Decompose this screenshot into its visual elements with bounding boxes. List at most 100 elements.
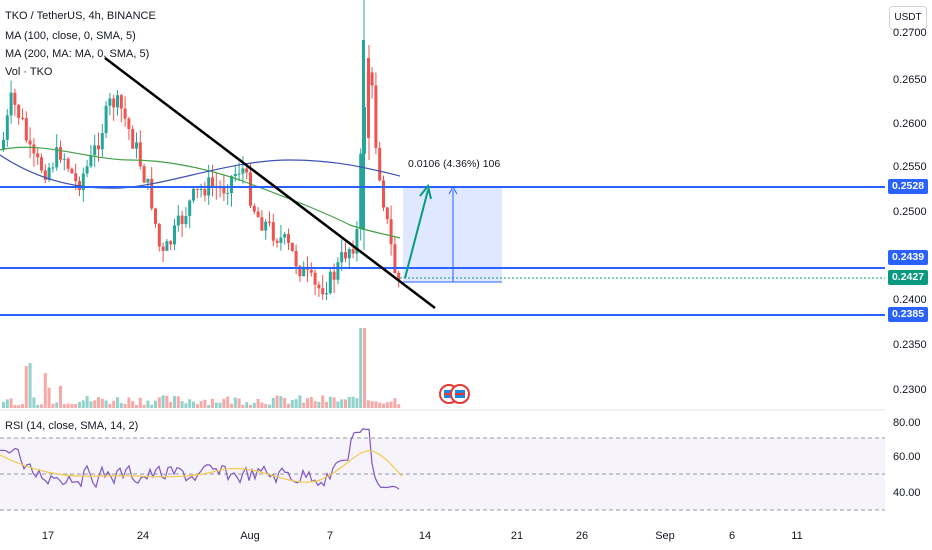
volume-bar [325, 401, 328, 408]
volume-bar [313, 401, 317, 408]
candle [70, 168, 74, 174]
volume-bar [332, 397, 336, 408]
volume-bar [397, 404, 401, 408]
volume-bar [192, 401, 195, 408]
volume-bar [249, 404, 252, 408]
time-tick: 21 [510, 530, 524, 542]
candle [370, 72, 374, 86]
price-tick: 0.2550 [893, 161, 927, 173]
candle [131, 129, 135, 149]
candle [351, 249, 355, 254]
candle [233, 173, 237, 177]
price-pane[interactable] [0, 0, 885, 411]
volume-bar [154, 400, 157, 408]
volume-bar [389, 401, 393, 408]
candle [362, 40, 365, 230]
volume-bar [268, 404, 271, 408]
candle [309, 269, 313, 273]
volume-bar [344, 399, 347, 408]
volume-bar [203, 399, 207, 408]
volume-bar [336, 401, 340, 408]
volume-bar [271, 397, 275, 408]
candle [328, 271, 332, 294]
candle [226, 193, 230, 195]
candle [260, 217, 264, 231]
candle [321, 288, 325, 295]
candle [249, 172, 252, 206]
candle [40, 157, 43, 171]
volume-bar [165, 395, 169, 408]
volume-bar [55, 402, 59, 408]
legend-ma200: MA (200, MA: MA, 0, SMA, 5) [5, 48, 150, 60]
rsi-legend: RSI (14, close, SMA, 14, 2) [5, 420, 139, 432]
candle [5, 115, 9, 140]
volume-bar [366, 400, 370, 408]
volume-bar [252, 402, 256, 408]
candle [199, 189, 203, 191]
volume-bar [28, 363, 32, 408]
volume-bar [184, 403, 188, 408]
time-tick: 11 [791, 530, 803, 542]
price-tick: 0.2650 [893, 74, 927, 86]
volume-bar [150, 404, 154, 408]
volume-bar [378, 402, 382, 408]
legend-ma100: MA (100, close, 0, SMA, 5) [5, 30, 136, 42]
volume-bar [78, 401, 81, 408]
volume-bar [355, 398, 359, 408]
volume-bar [66, 403, 70, 408]
candle [32, 144, 36, 154]
volume-bar [116, 397, 119, 408]
volume-bar [283, 397, 287, 408]
volume-bar [32, 397, 36, 408]
candle [195, 188, 199, 190]
volume-bar [211, 398, 214, 408]
candle [74, 173, 78, 182]
volume-bar [131, 401, 135, 408]
price-tick: 0.2700 [893, 27, 927, 39]
volume-bar [393, 398, 397, 408]
volume-bar [347, 396, 351, 408]
price-tick: 0.2400 [893, 294, 927, 306]
volume-bar [146, 400, 150, 408]
level-price-tag-lower: 0.2385 [888, 307, 928, 322]
candle [36, 153, 40, 158]
volume-bar [241, 404, 245, 408]
volume-bar [43, 373, 47, 408]
volume-bar [5, 399, 9, 408]
volume-bar [214, 402, 218, 408]
candle [355, 228, 359, 254]
volume-bar [328, 396, 332, 408]
rsi-tick: 60.00 [893, 451, 921, 463]
measure-arrow-head [448, 185, 458, 195]
volume-bar [59, 385, 62, 408]
candle [97, 145, 100, 150]
volume-bar [24, 366, 28, 408]
volume-bar [256, 398, 260, 408]
candle [294, 250, 298, 267]
volume-bar [108, 403, 112, 408]
volume-bar [70, 403, 74, 408]
volume-bar [135, 404, 138, 408]
candle [169, 241, 173, 245]
candle [279, 237, 283, 243]
volume-bar [275, 395, 279, 408]
candle [325, 293, 328, 295]
price-tick: 0.2300 [893, 384, 927, 396]
volume-bar [74, 403, 78, 408]
candle [47, 167, 51, 180]
volume-bar [294, 399, 298, 408]
candle [382, 180, 385, 208]
volume-bar [363, 328, 366, 408]
volume-bar [237, 398, 241, 408]
candle [367, 58, 370, 138]
volume-bar [279, 396, 283, 408]
candle [290, 242, 294, 251]
candle [344, 252, 347, 259]
currency-button[interactable]: USDT [889, 6, 927, 30]
volume-bar [157, 397, 161, 408]
ma200-line [0, 154, 401, 189]
projection-arrow [404, 189, 429, 279]
candle [51, 167, 55, 169]
candle [393, 244, 397, 273]
